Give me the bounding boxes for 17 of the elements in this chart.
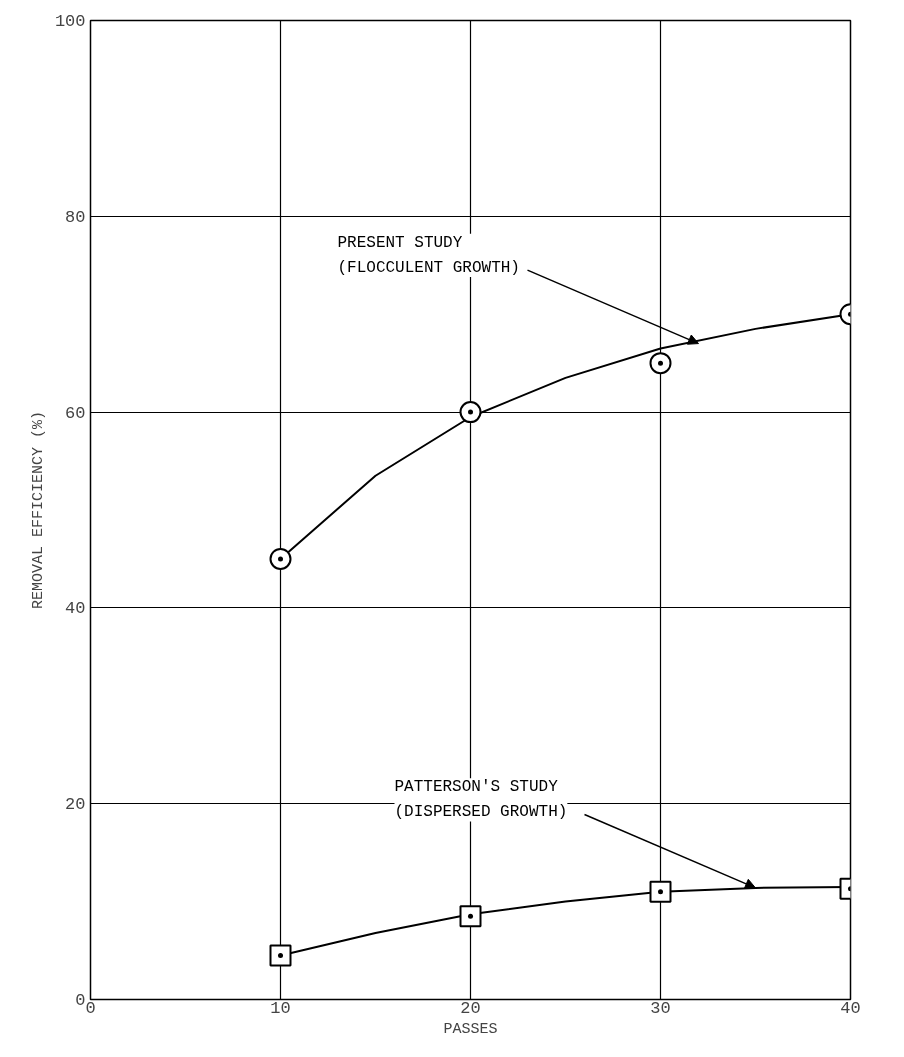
annotation: PRESENT STUDY (FLOCCULENT GROWTH): [337, 233, 520, 278]
annotation: PATTERSON'S STUDY (DISPERSED GROWTH): [394, 778, 568, 822]
point: [459, 905, 482, 928]
x-axis-title: PASSES: [443, 1020, 498, 1038]
y-axis-title: REMOVAL EFFICIENCY (%): [29, 410, 47, 610]
point: [269, 547, 292, 570]
x-tick-label: 20: [460, 998, 481, 1018]
y-tick-label: 40: [65, 599, 86, 619]
y-tick-label: 100: [54, 12, 86, 31]
y-tick-label: 60: [65, 403, 86, 423]
point: [459, 401, 482, 424]
x-tick-label: 10: [270, 998, 291, 1018]
x-tick-label: 40: [840, 998, 861, 1018]
x-tick-label: 30: [650, 998, 671, 1018]
y-tick-label: 20: [65, 795, 86, 815]
point: [269, 944, 292, 967]
y-tick-label: 80: [65, 207, 86, 227]
